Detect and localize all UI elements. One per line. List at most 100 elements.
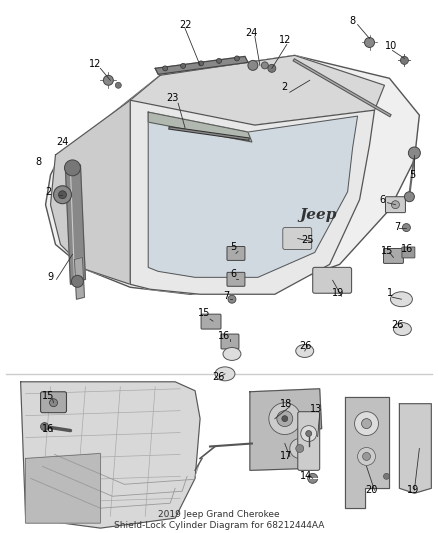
- Circle shape: [64, 160, 81, 176]
- Polygon shape: [74, 257, 85, 299]
- Circle shape: [162, 66, 168, 71]
- Circle shape: [277, 410, 293, 426]
- Text: 2019 Jeep Grand Cherokee
Shield-Lock Cylinder Diagram for 68212444AA: 2019 Jeep Grand Cherokee Shield-Lock Cyl…: [114, 511, 324, 530]
- Text: Jeep: Jeep: [299, 208, 336, 222]
- FancyBboxPatch shape: [283, 228, 312, 249]
- Circle shape: [268, 64, 276, 72]
- Text: 14: 14: [300, 471, 312, 481]
- Circle shape: [408, 147, 420, 159]
- Circle shape: [308, 473, 318, 483]
- Circle shape: [115, 82, 121, 88]
- Circle shape: [53, 186, 71, 204]
- FancyBboxPatch shape: [227, 272, 245, 286]
- Circle shape: [269, 403, 301, 434]
- Circle shape: [364, 37, 374, 47]
- Circle shape: [248, 60, 258, 70]
- Text: 2: 2: [282, 82, 288, 92]
- FancyBboxPatch shape: [201, 314, 221, 329]
- FancyBboxPatch shape: [298, 411, 320, 471]
- Circle shape: [296, 445, 304, 453]
- Polygon shape: [50, 100, 130, 284]
- Circle shape: [400, 56, 408, 64]
- Circle shape: [234, 56, 240, 61]
- Polygon shape: [148, 112, 357, 277]
- Circle shape: [392, 201, 399, 208]
- Circle shape: [59, 191, 67, 199]
- Text: 8: 8: [350, 15, 356, 26]
- FancyBboxPatch shape: [385, 197, 406, 213]
- Circle shape: [363, 453, 371, 461]
- Text: 23: 23: [166, 93, 178, 103]
- Circle shape: [41, 423, 49, 431]
- Ellipse shape: [215, 367, 235, 381]
- Text: 8: 8: [35, 157, 42, 167]
- Circle shape: [71, 276, 83, 287]
- Polygon shape: [345, 397, 389, 508]
- Text: 15: 15: [381, 246, 394, 256]
- Text: 6: 6: [230, 269, 236, 279]
- FancyBboxPatch shape: [384, 248, 403, 263]
- FancyBboxPatch shape: [41, 392, 67, 413]
- Polygon shape: [148, 112, 252, 142]
- Text: 19: 19: [407, 485, 420, 495]
- FancyBboxPatch shape: [402, 247, 415, 258]
- Text: 13: 13: [310, 403, 322, 414]
- Polygon shape: [46, 55, 419, 294]
- Text: 18: 18: [279, 399, 292, 409]
- Circle shape: [198, 61, 204, 66]
- Ellipse shape: [390, 292, 413, 306]
- Text: 22: 22: [179, 20, 191, 29]
- Text: 16: 16: [218, 331, 230, 341]
- Circle shape: [180, 63, 186, 68]
- Text: 16: 16: [401, 245, 413, 254]
- Circle shape: [290, 439, 310, 458]
- Polygon shape: [250, 389, 321, 471]
- Text: 9: 9: [47, 272, 53, 282]
- Circle shape: [361, 418, 371, 429]
- Circle shape: [49, 399, 57, 407]
- Text: 26: 26: [212, 372, 224, 382]
- Text: 1: 1: [387, 288, 393, 298]
- Polygon shape: [130, 55, 385, 125]
- Circle shape: [357, 448, 375, 465]
- Circle shape: [384, 473, 389, 479]
- Text: 20: 20: [365, 485, 378, 495]
- FancyBboxPatch shape: [221, 334, 239, 349]
- Text: 19: 19: [332, 288, 344, 298]
- Text: 6: 6: [379, 195, 385, 205]
- Text: 2: 2: [46, 187, 52, 197]
- Text: 7: 7: [223, 291, 229, 301]
- Text: 15: 15: [42, 391, 55, 401]
- Text: 26: 26: [391, 320, 404, 330]
- Text: 5: 5: [230, 243, 236, 253]
- Polygon shape: [25, 454, 100, 523]
- Text: 16: 16: [42, 424, 55, 433]
- Text: 7: 7: [394, 222, 401, 231]
- Circle shape: [261, 62, 268, 69]
- Ellipse shape: [296, 344, 314, 358]
- Ellipse shape: [393, 322, 411, 336]
- Polygon shape: [155, 56, 248, 74]
- Text: 24: 24: [246, 28, 258, 37]
- Text: 25: 25: [301, 235, 314, 245]
- Polygon shape: [21, 382, 200, 528]
- Polygon shape: [399, 403, 431, 493]
- Circle shape: [404, 192, 414, 201]
- FancyBboxPatch shape: [227, 246, 245, 261]
- Text: 12: 12: [279, 36, 291, 45]
- Text: 24: 24: [57, 137, 69, 147]
- Circle shape: [301, 425, 317, 441]
- FancyBboxPatch shape: [313, 268, 352, 293]
- Circle shape: [282, 416, 288, 422]
- Circle shape: [306, 431, 312, 437]
- Text: 15: 15: [198, 308, 210, 318]
- Ellipse shape: [223, 348, 241, 360]
- Circle shape: [103, 75, 113, 85]
- Polygon shape: [130, 100, 374, 294]
- Text: 10: 10: [385, 42, 398, 52]
- Circle shape: [403, 224, 410, 231]
- Circle shape: [216, 59, 222, 63]
- Text: 12: 12: [89, 59, 102, 69]
- Text: 5: 5: [409, 170, 416, 180]
- Circle shape: [228, 295, 236, 303]
